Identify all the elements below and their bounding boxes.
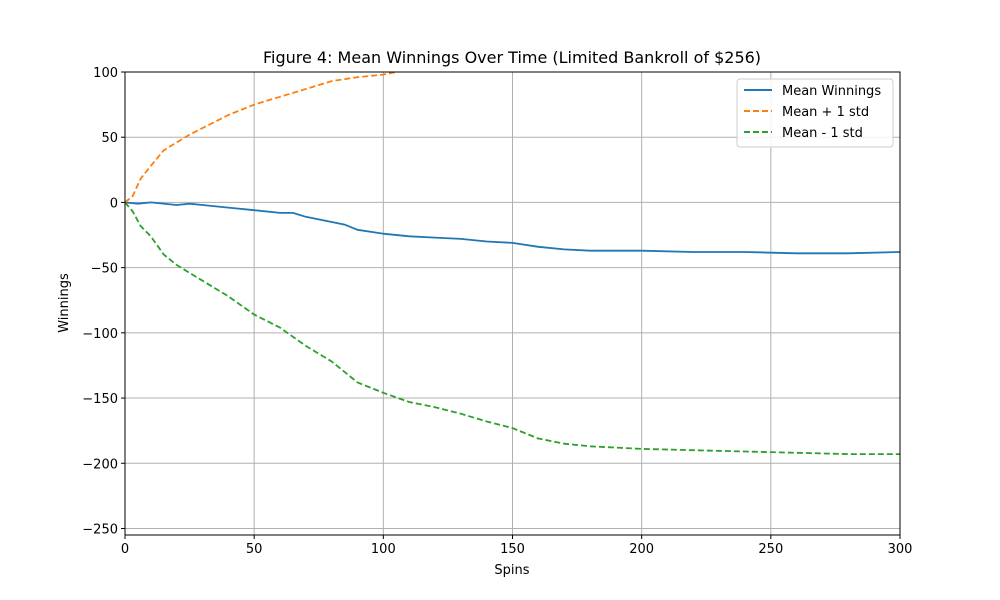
y-tick-label: −200 <box>82 457 118 472</box>
legend: Mean Winnings Mean + 1 std Mean - 1 std <box>736 78 894 148</box>
x-tick-label: 200 <box>629 542 654 557</box>
x-tick-label: 0 <box>121 542 129 557</box>
legend-label-minus-std: Mean - 1 std <box>782 126 863 141</box>
x-tick-label: 100 <box>371 542 396 557</box>
axis-ticks: 0 50 100 150 200 250 300 −250 −200 −150 −100 −50 0 50… <box>82 66 912 557</box>
y-tick-label: −150 <box>82 392 118 407</box>
y-tick-label: −100 <box>82 327 118 342</box>
y-tick-label: −250 <box>82 522 118 537</box>
series-lines <box>125 72 900 456</box>
legend-box <box>736 78 894 148</box>
x-tick-label: 250 <box>758 542 783 557</box>
series-line-mean <box>125 201 900 255</box>
x-tick-label: 300 <box>888 542 913 557</box>
x-axis-label: Spins <box>494 563 529 578</box>
chart-title: Figure 4: Mean Winnings Over Time (Limit… <box>263 48 761 67</box>
y-tick-label: −50 <box>91 262 118 277</box>
x-tick-label: 150 <box>500 542 525 557</box>
legend-label-mean: Mean Winnings <box>782 84 881 99</box>
x-tick-label: 50 <box>246 542 263 557</box>
y-tick-label: 100 <box>93 66 118 81</box>
y-axis-label: Winnings <box>57 273 72 333</box>
y-tick-label: 50 <box>101 131 118 146</box>
y-tick-label: 0 <box>110 196 118 211</box>
series-line-plus-std <box>125 72 402 204</box>
legend-label-plus-std: Mean + 1 std <box>782 105 869 120</box>
